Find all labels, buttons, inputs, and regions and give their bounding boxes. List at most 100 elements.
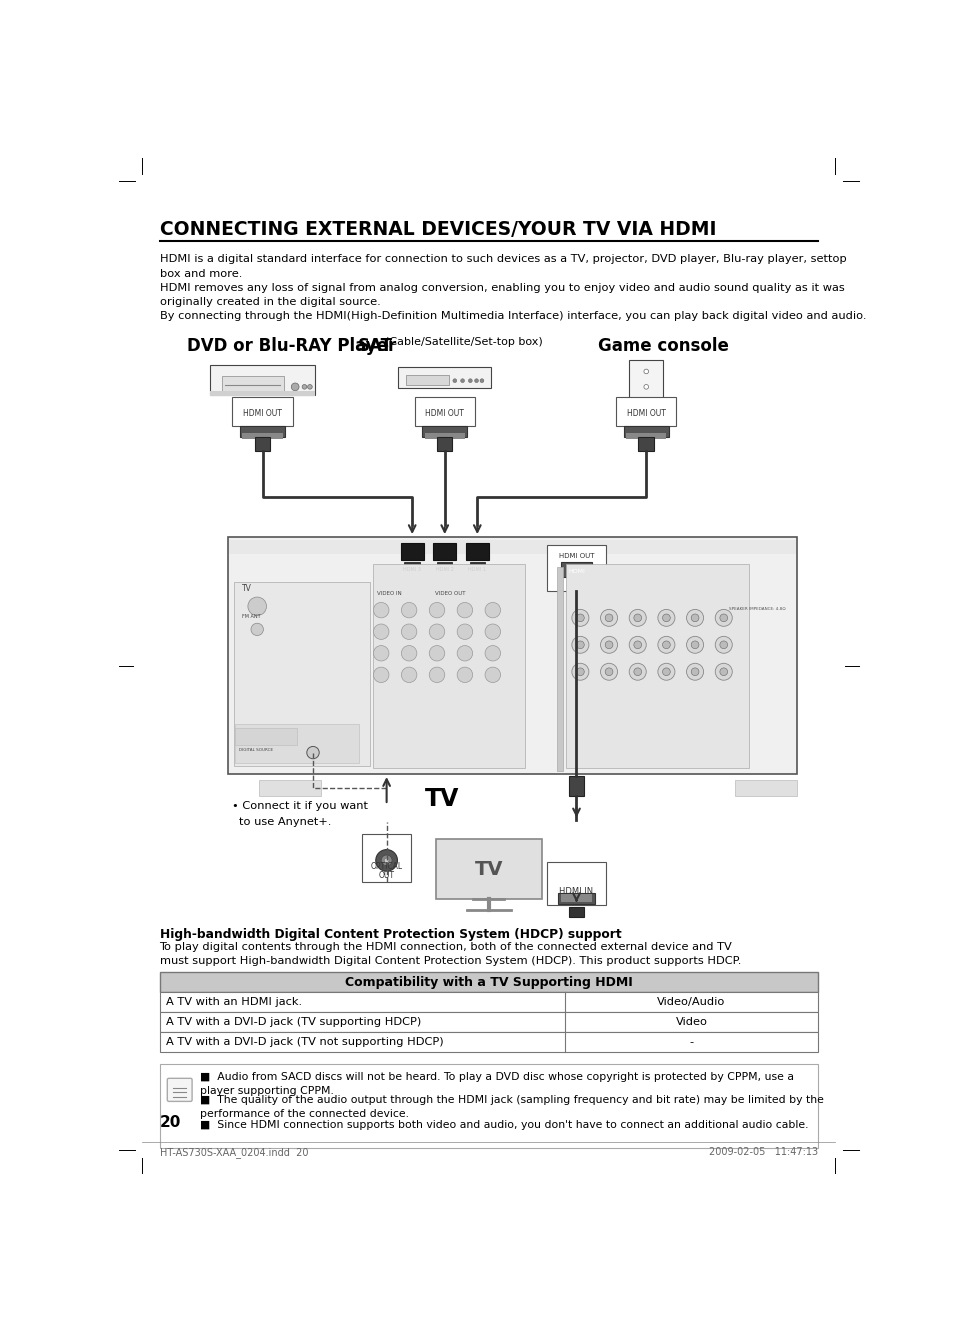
Circle shape xyxy=(460,378,464,382)
Circle shape xyxy=(658,609,674,626)
Bar xyxy=(228,536,797,774)
Circle shape xyxy=(401,646,416,660)
Text: FM ANT: FM ANT xyxy=(241,614,260,619)
Text: OUT: OUT xyxy=(378,871,395,880)
Bar xyxy=(159,973,818,992)
Text: ■  Since HDMI connection supports both video and audio, you don't have to connec: ■ Since HDMI connection supports both vi… xyxy=(199,1120,807,1130)
Text: 20: 20 xyxy=(159,1115,181,1130)
Circle shape xyxy=(576,641,583,648)
Circle shape xyxy=(307,385,312,389)
Circle shape xyxy=(633,641,641,648)
Circle shape xyxy=(686,637,703,654)
Bar xyxy=(735,780,797,796)
Circle shape xyxy=(691,668,699,676)
Circle shape xyxy=(686,609,703,626)
Circle shape xyxy=(484,646,500,660)
Circle shape xyxy=(599,663,617,680)
Text: HDMI removes any loss of signal from analog conversion, enabling you to enjoy vi: HDMI removes any loss of signal from ana… xyxy=(159,283,843,307)
Circle shape xyxy=(307,746,319,759)
Circle shape xyxy=(571,663,588,680)
Circle shape xyxy=(643,385,648,389)
Text: ■  The quality of the audio output through the HDMI jack (sampling frequency and: ■ The quality of the audio output throug… xyxy=(199,1095,822,1119)
Circle shape xyxy=(381,855,392,866)
Bar xyxy=(235,728,297,745)
Circle shape xyxy=(484,667,500,683)
Circle shape xyxy=(384,858,389,863)
Circle shape xyxy=(576,614,583,622)
Text: To play digital contents through the HDMI connection, both of the connected exte: To play digital contents through the HDM… xyxy=(159,942,740,966)
Text: VIDEO IN: VIDEO IN xyxy=(377,590,401,596)
Text: TV: TV xyxy=(475,861,502,879)
Text: DVD or Blu-RAY Player: DVD or Blu-RAY Player xyxy=(187,337,396,355)
Circle shape xyxy=(456,646,472,660)
Bar xyxy=(210,365,315,394)
Text: to use Anynet+.: to use Anynet+. xyxy=(239,817,332,826)
Bar xyxy=(159,1032,818,1052)
Text: HDMI OUT: HDMI OUT xyxy=(425,409,464,418)
Bar xyxy=(568,907,583,917)
Text: • Connect it if you want: • Connect it if you want xyxy=(232,801,367,811)
Circle shape xyxy=(479,378,483,382)
Text: -: - xyxy=(689,1037,693,1046)
Circle shape xyxy=(629,663,645,680)
Bar xyxy=(560,895,592,902)
Text: HDMI 3: HDMI 3 xyxy=(403,567,420,572)
Circle shape xyxy=(484,623,500,639)
Text: HDMI OUT: HDMI OUT xyxy=(243,409,282,418)
Circle shape xyxy=(373,623,389,639)
Circle shape xyxy=(373,602,389,618)
Circle shape xyxy=(691,614,699,622)
Bar xyxy=(638,436,654,451)
Bar xyxy=(568,776,583,796)
Circle shape xyxy=(576,668,583,676)
Bar xyxy=(373,564,524,768)
Bar xyxy=(222,376,284,391)
Circle shape xyxy=(302,385,307,389)
Circle shape xyxy=(429,602,444,618)
Text: HDMI IN: HDMI IN xyxy=(558,887,593,896)
Text: HDMI OUT: HDMI OUT xyxy=(558,554,594,559)
Bar xyxy=(210,391,315,397)
Bar xyxy=(436,436,452,451)
Bar xyxy=(546,544,605,590)
Text: Video: Video xyxy=(675,1017,707,1027)
Circle shape xyxy=(604,641,612,648)
Bar xyxy=(242,434,282,439)
Bar xyxy=(465,543,488,560)
Circle shape xyxy=(401,602,416,618)
Text: Video/Audio: Video/Audio xyxy=(657,998,725,1007)
Bar xyxy=(422,426,467,436)
Text: HDMI OUT: HDMI OUT xyxy=(626,409,665,418)
Circle shape xyxy=(720,614,727,622)
FancyBboxPatch shape xyxy=(167,1078,192,1102)
Circle shape xyxy=(453,378,456,382)
Circle shape xyxy=(658,663,674,680)
Circle shape xyxy=(715,663,732,680)
Circle shape xyxy=(604,668,612,676)
Text: VIDEO OUT: VIDEO OUT xyxy=(435,590,465,596)
Bar xyxy=(233,397,293,426)
Bar xyxy=(625,434,666,439)
Text: Game console: Game console xyxy=(598,337,728,355)
Circle shape xyxy=(720,641,727,648)
Text: HDMI: HDMI xyxy=(567,569,584,575)
Text: A TV with a DVI-D jack (TV supporting HDCP): A TV with a DVI-D jack (TV supporting HD… xyxy=(166,1017,420,1027)
Bar xyxy=(406,374,448,385)
Circle shape xyxy=(686,663,703,680)
Circle shape xyxy=(715,637,732,654)
Text: DIGITAL SOURCE: DIGITAL SOURCE xyxy=(238,749,273,753)
Circle shape xyxy=(248,597,266,616)
Circle shape xyxy=(456,602,472,618)
Circle shape xyxy=(429,623,444,639)
Bar xyxy=(566,564,748,768)
Bar xyxy=(424,434,464,439)
Circle shape xyxy=(291,384,298,390)
Text: High-bandwidth Digital Content Protection System (HDCP) support: High-bandwidth Digital Content Protectio… xyxy=(159,928,620,941)
Circle shape xyxy=(429,667,444,683)
Bar xyxy=(397,366,491,389)
Bar xyxy=(159,1012,818,1032)
Circle shape xyxy=(633,614,641,622)
Circle shape xyxy=(643,369,648,374)
Bar xyxy=(235,724,359,763)
Circle shape xyxy=(661,641,670,648)
